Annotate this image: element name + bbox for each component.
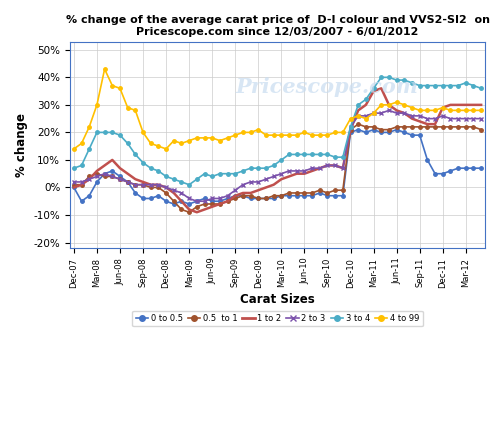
0 to 0.5 bbox=[324, 193, 330, 198]
2 to 3 bbox=[194, 199, 200, 204]
4 to 99 bbox=[302, 130, 308, 135]
2 to 3 bbox=[302, 169, 308, 174]
0 to 0.5 bbox=[71, 185, 77, 190]
Text: Pricescope.com: Pricescope.com bbox=[236, 77, 418, 97]
0.5  to 1 bbox=[363, 124, 369, 129]
0 to 0.5 bbox=[478, 166, 484, 171]
0.5  to 1 bbox=[232, 196, 238, 201]
0.5  to 1 bbox=[71, 182, 77, 187]
Y-axis label: % change: % change bbox=[15, 113, 28, 177]
2 to 3 bbox=[478, 116, 484, 121]
Title: % change of the average carat price of  D-I colour and VVS2-SI2  on
Pricescope.c: % change of the average carat price of D… bbox=[66, 15, 490, 37]
4 to 99 bbox=[324, 132, 330, 138]
Line: 4 to 99: 4 to 99 bbox=[72, 68, 483, 150]
2 to 3 bbox=[317, 166, 323, 171]
3 to 4 bbox=[317, 152, 323, 157]
1 to 2 bbox=[324, 163, 330, 168]
3 to 4 bbox=[378, 75, 384, 80]
4 to 99 bbox=[102, 67, 107, 72]
1 to 2 bbox=[194, 210, 200, 215]
Line: 2 to 3: 2 to 3 bbox=[72, 108, 483, 203]
0.5  to 1 bbox=[324, 190, 330, 196]
4 to 99 bbox=[317, 132, 323, 138]
Line: 0 to 0.5: 0 to 0.5 bbox=[72, 128, 483, 206]
1 to 2 bbox=[317, 166, 323, 171]
0.5  to 1 bbox=[302, 190, 308, 196]
4 to 99 bbox=[232, 132, 238, 138]
2 to 3 bbox=[324, 163, 330, 168]
0 to 0.5 bbox=[171, 201, 177, 206]
2 to 3 bbox=[71, 179, 77, 184]
3 to 4 bbox=[186, 182, 192, 187]
3 to 4 bbox=[71, 166, 77, 171]
2 to 3 bbox=[232, 187, 238, 193]
4 to 99 bbox=[478, 108, 484, 113]
1 to 2 bbox=[232, 193, 238, 198]
3 to 4 bbox=[478, 86, 484, 91]
1 to 2 bbox=[478, 102, 484, 108]
Line: 1 to 2: 1 to 2 bbox=[74, 88, 481, 212]
1 to 2 bbox=[71, 185, 77, 190]
2 to 3 bbox=[355, 113, 361, 118]
0.5  to 1 bbox=[186, 210, 192, 215]
1 to 2 bbox=[355, 108, 361, 113]
0 to 0.5 bbox=[355, 127, 361, 132]
3 to 4 bbox=[355, 102, 361, 108]
0 to 0.5 bbox=[302, 193, 308, 198]
0 to 0.5 bbox=[140, 196, 146, 201]
0.5  to 1 bbox=[478, 127, 484, 132]
3 to 4 bbox=[302, 152, 308, 157]
Line: 3 to 4: 3 to 4 bbox=[72, 76, 483, 187]
0.5  to 1 bbox=[355, 122, 361, 127]
0 to 0.5 bbox=[232, 193, 238, 198]
0 to 0.5 bbox=[363, 130, 369, 135]
0 to 0.5 bbox=[317, 190, 323, 196]
3 to 4 bbox=[140, 160, 146, 165]
X-axis label: Carat Sizes: Carat Sizes bbox=[240, 293, 315, 306]
0.5  to 1 bbox=[317, 187, 323, 193]
2 to 3 bbox=[140, 182, 146, 187]
3 to 4 bbox=[232, 171, 238, 176]
4 to 99 bbox=[71, 146, 77, 151]
4 to 99 bbox=[355, 113, 361, 118]
Legend: 0 to 0.5, 0.5  to 1, 1 to 2, 2 to 3, 3 to 4, 4 to 99: 0 to 0.5, 0.5 to 1, 1 to 2, 2 to 3, 3 to… bbox=[132, 311, 422, 326]
0.5  to 1 bbox=[140, 182, 146, 187]
2 to 3 bbox=[386, 108, 392, 113]
1 to 2 bbox=[140, 179, 146, 184]
3 to 4 bbox=[324, 152, 330, 157]
4 to 99 bbox=[148, 141, 154, 146]
1 to 2 bbox=[302, 171, 308, 176]
1 to 2 bbox=[378, 86, 384, 91]
Line: 0.5  to 1: 0.5 to 1 bbox=[72, 123, 483, 214]
